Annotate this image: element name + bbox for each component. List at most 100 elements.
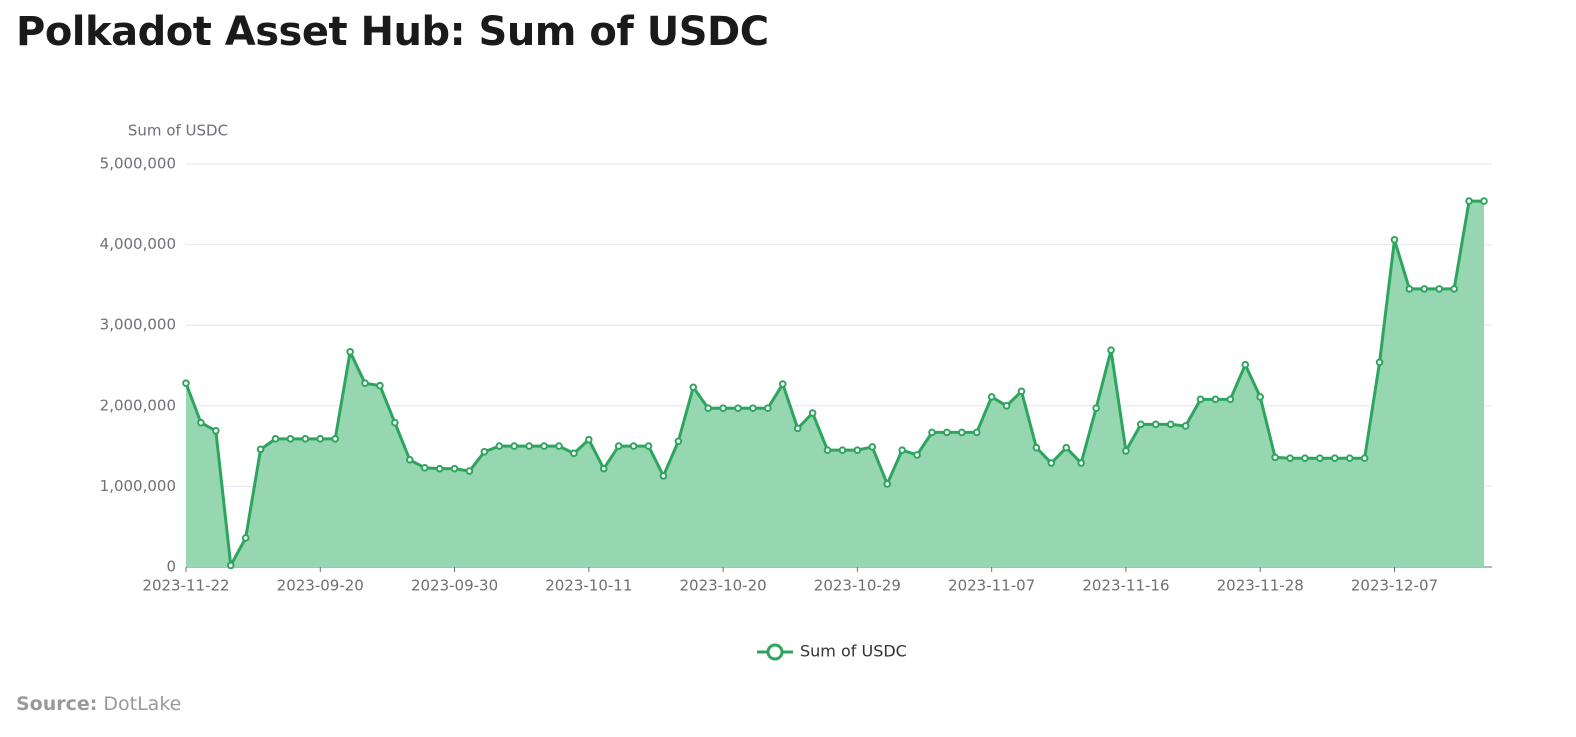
point <box>570 449 578 458</box>
point <box>614 442 623 450</box>
point <box>1077 459 1085 467</box>
point <box>674 437 683 446</box>
point <box>420 464 429 472</box>
point <box>599 464 608 473</box>
point <box>301 435 310 443</box>
point <box>1017 387 1026 396</box>
x-tick-label: 2023-10-29 <box>814 577 901 595</box>
point <box>1151 420 1160 429</box>
point <box>241 534 250 542</box>
point <box>1107 346 1115 354</box>
x-tick-label: 2023-11-28 <box>1217 577 1304 595</box>
point <box>256 445 265 454</box>
y-tick-label: 1,000,000 <box>100 477 176 495</box>
point <box>585 435 593 444</box>
point <box>197 418 205 427</box>
point <box>1137 420 1145 429</box>
x-tick-label: 2023-11-22 <box>142 577 229 595</box>
point <box>182 379 190 388</box>
point <box>1002 402 1011 410</box>
point <box>898 446 906 454</box>
source-label: Source: <box>16 693 97 715</box>
line <box>184 199 1484 567</box>
point <box>1047 459 1056 467</box>
x-tick-label: 2023-09-20 <box>277 577 364 595</box>
x-tick-label: 2023-12-07 <box>1351 577 1438 595</box>
legend-label: Sum of USDC <box>800 642 907 661</box>
point <box>465 467 474 475</box>
x-tick-label: 2023-10-20 <box>680 577 767 595</box>
point <box>913 451 921 459</box>
point <box>644 442 653 450</box>
point <box>719 404 727 413</box>
point <box>1196 395 1205 404</box>
point <box>764 404 772 413</box>
point <box>928 428 936 437</box>
point <box>778 380 787 388</box>
point <box>793 424 802 433</box>
point <box>1241 360 1250 369</box>
point <box>212 426 220 435</box>
point <box>987 393 996 401</box>
point <box>853 446 862 454</box>
point <box>958 428 966 437</box>
point <box>1345 454 1354 462</box>
point <box>883 480 892 488</box>
point <box>555 442 563 450</box>
point <box>689 383 698 392</box>
point <box>1316 454 1324 462</box>
point <box>1032 443 1041 452</box>
point <box>346 347 354 356</box>
x-tick-label: 2023-11-07 <box>948 577 1035 595</box>
point <box>1420 285 1429 293</box>
source: Source: DotLake <box>16 693 181 715</box>
point <box>480 447 489 456</box>
point <box>331 435 339 443</box>
point <box>972 428 981 437</box>
point <box>943 428 951 437</box>
point <box>376 381 384 390</box>
point <box>226 561 235 570</box>
point <box>1405 285 1414 293</box>
chart-title: Polkadot Asset Hub: Sum of USDC <box>16 9 769 55</box>
point <box>286 435 295 443</box>
point <box>1480 197 1488 205</box>
point <box>495 442 504 450</box>
y-axis-label: Sum of USDC <box>128 122 228 140</box>
point <box>659 472 668 480</box>
point <box>361 379 369 388</box>
y-tick-label: 5,000,000 <box>100 155 176 173</box>
source-text: DotLake <box>103 693 181 715</box>
plot-area: 0 1,000,000 2,000,000 3,000,000 4,000,000 5,0… <box>100 155 1492 595</box>
y-tick-label: 4,000,000 <box>100 235 176 253</box>
point <box>450 464 459 473</box>
point <box>868 443 877 451</box>
point <box>1211 395 1220 404</box>
point <box>823 446 832 454</box>
point <box>1062 443 1071 452</box>
point <box>1390 235 1399 244</box>
point <box>525 442 533 450</box>
point <box>1331 454 1339 462</box>
point <box>540 442 548 450</box>
point <box>1166 420 1175 429</box>
point <box>808 409 817 417</box>
point <box>316 435 325 443</box>
point <box>629 442 638 450</box>
point <box>838 446 847 454</box>
x-tick-label: 2023-09-30 <box>411 577 498 595</box>
point <box>271 435 280 443</box>
point <box>391 418 399 427</box>
point <box>435 464 444 473</box>
point <box>1122 447 1130 455</box>
point <box>405 456 414 464</box>
point <box>1465 197 1473 205</box>
x-tick-label: 2023-11-16 <box>1082 577 1169 595</box>
point <box>510 442 519 450</box>
y-tick-label: 2,000,000 <box>100 396 176 414</box>
y-tick-label: 3,000,000 <box>100 316 176 334</box>
point <box>1181 422 1190 430</box>
y-tick-label: 0 <box>166 558 176 576</box>
point <box>749 404 757 413</box>
